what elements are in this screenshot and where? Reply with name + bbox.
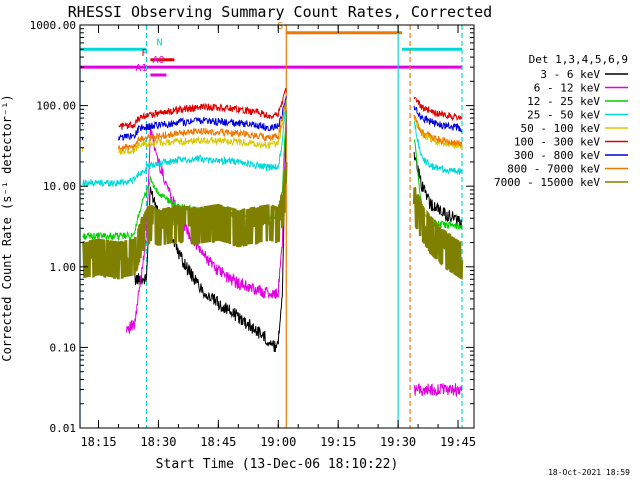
x-tick-label: 19:30 — [380, 435, 416, 449]
legend-label: 3 - 6 keV — [540, 68, 600, 81]
series-line-1-seg-0 — [126, 110, 287, 335]
legend-label: 800 - 7000 keV — [507, 163, 600, 176]
series-line-6-seg-2 — [413, 105, 463, 133]
series-line-3-seg-1 — [413, 121, 463, 175]
observing-flags: N S F A0 A1 — [80, 21, 463, 77]
x-axis-label: Start Time (13-Dec-06 18:10:22) — [156, 457, 399, 472]
flag-label-a1: A1 — [135, 63, 147, 74]
y-tick-label: 0.10 — [50, 341, 77, 354]
series-line-7-seg-1 — [118, 103, 287, 152]
x-tick-label: 18:45 — [200, 435, 236, 449]
y-tick-label: 10.00 — [43, 180, 76, 193]
x-tick-label: 18:15 — [80, 435, 116, 449]
flag-label-n: N — [156, 37, 162, 48]
chart-title: RHESSI Observing Summary Count Rates, Co… — [68, 3, 492, 21]
series-line-7-seg-2 — [413, 114, 463, 147]
series-line-1-seg-1 — [413, 383, 463, 398]
legend-label: 6 - 12 keV — [534, 82, 601, 95]
y-axis-label: Corrected Count Rate (s⁻¹ detector⁻¹) — [0, 94, 14, 361]
legend-label: 50 - 100 keV — [521, 122, 601, 135]
legend-label: 100 - 300 keV — [514, 136, 600, 149]
y-tick-label: 1000.00 — [30, 19, 76, 32]
series-line-0-seg-1 — [413, 151, 463, 229]
legend-label: 12 - 25 keV — [527, 95, 600, 108]
x-tick-label: 19:45 — [440, 435, 476, 449]
legend-title: Det 1,3,4,5,6,9 — [529, 53, 628, 66]
series-line-4-seg-1 — [118, 98, 287, 156]
series-line-5-seg-1 — [118, 87, 287, 130]
plot-frame — [79, 24, 475, 429]
x-tick-label: 18:30 — [140, 435, 176, 449]
y-tick-label: 100.00 — [36, 100, 76, 113]
x-tick-label: 19:15 — [320, 435, 356, 449]
flag-label-f: F — [141, 48, 147, 59]
y-tick-label: 0.01 — [50, 422, 77, 435]
legend-label: 7000 - 15000 keV — [494, 176, 600, 189]
series-line-6-seg-1 — [118, 96, 287, 141]
legend-label: 300 - 800 keV — [514, 149, 600, 162]
legend-label: 25 - 50 keV — [527, 109, 600, 122]
x-tick-label: 19:00 — [260, 435, 296, 449]
series-line-3-seg-0 — [82, 101, 287, 188]
data-series — [82, 87, 464, 398]
footer-timestamp: 18-Oct-2021 18:59 — [548, 468, 630, 477]
flag-label-s: S — [277, 21, 283, 32]
series-line-8-seg-1 — [412, 187, 464, 280]
flag-label-a0: A0 — [152, 55, 164, 66]
series-line-8-seg-0 — [82, 162, 288, 280]
y-tick-label: 1.00 — [50, 261, 77, 274]
series-line-5-seg-2 — [413, 97, 463, 122]
